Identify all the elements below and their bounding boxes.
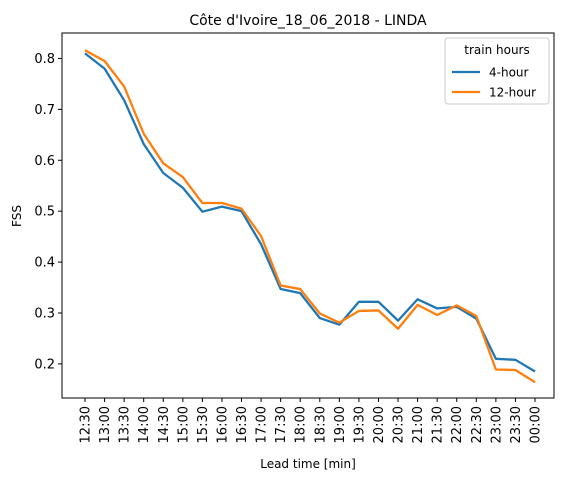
x-tick-label: 17:00 [255, 406, 270, 443]
x-tick-label: 16:00 [215, 406, 230, 443]
x-tick-label: 13:30 [118, 406, 133, 443]
x-tick-label: 14:30 [157, 406, 172, 443]
x-tick-label: 20:00 [372, 406, 387, 443]
y-axis: 0.2 0.3 0.4 0.5 0.6 0.7 0.8 [34, 52, 62, 372]
x-tick-label: 20:30 [392, 406, 407, 443]
x-tick-label: 00:00 [529, 406, 544, 443]
x-tick-label: 21:30 [431, 406, 446, 443]
legend-label-12-hour: 12-hour [489, 86, 536, 100]
x-tick-label: 22:00 [450, 406, 465, 443]
x-axis-label: Lead time [min] [260, 457, 356, 471]
y-tick-label: 0.4 [34, 256, 55, 271]
x-tick-label: 19:00 [333, 406, 348, 443]
x-tick-label: 22:30 [470, 406, 485, 443]
x-tick-label: 16:30 [235, 406, 250, 443]
y-tick-label: 0.7 [34, 103, 55, 118]
x-tick-label: 21:00 [411, 406, 426, 443]
y-tick-label: 0.3 [34, 306, 55, 321]
y-tick-label: 0.2 [34, 357, 55, 372]
series-line-4-hour [84, 52, 536, 373]
x-tick-label: 23:30 [509, 406, 524, 443]
x-tick-label: 15:30 [196, 406, 211, 443]
legend-label-4-hour: 4-hour [489, 66, 529, 80]
y-tick-label: 0.8 [34, 52, 55, 67]
x-tick-label: 14:00 [137, 406, 152, 443]
series-layer [84, 49, 536, 384]
legend-title: train hours [464, 43, 529, 57]
x-tick-label: 18:30 [313, 406, 328, 443]
chart-title: Côte d'Ivoire_18_06_2018 - LINDA [189, 13, 427, 29]
legend-box [444, 37, 550, 105]
x-tick-label: 19:30 [352, 406, 367, 443]
x-tick-label: 17:30 [274, 406, 289, 443]
x-tick-label: 13:00 [98, 406, 113, 443]
x-tick-label: 15:00 [176, 406, 191, 443]
x-tick-label: 23:00 [489, 406, 504, 443]
legend: train hours 4-hour 12-hour [444, 37, 550, 105]
y-axis-label: FSS [10, 205, 24, 227]
x-tick-label: 18:00 [294, 406, 309, 443]
y-tick-label: 0.5 [34, 205, 55, 220]
x-tick-label: 12:30 [79, 406, 94, 443]
y-tick-label: 0.6 [34, 154, 55, 169]
x-axis: 12:30 13:00 13:30 14:00 14:30 15:00 15:30 16:00… [79, 398, 544, 443]
series-line-12-hour [84, 49, 536, 384]
